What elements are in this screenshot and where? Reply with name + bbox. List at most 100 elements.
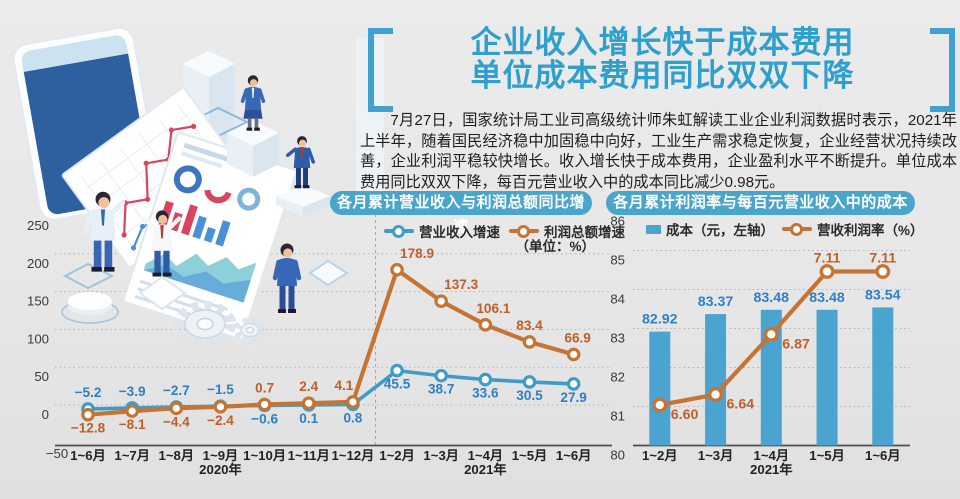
revenue-growth-value-label: 0.1 (299, 411, 318, 426)
profit-growth-value-label: 137.3 (444, 277, 478, 292)
year-label: 2020年 (199, 461, 242, 477)
profit-growth-value-label: 66.9 (564, 330, 591, 345)
gear-large (174, 301, 236, 347)
pillar-woman (227, 120, 279, 177)
x-axis-tick-label: 1~2月 (379, 448, 415, 463)
x-axis-tick-label: 1~5月 (809, 448, 845, 463)
bracket-right-icon (930, 28, 955, 112)
profit-growth-marker (213, 400, 228, 414)
x-axis-tick-label: 1~6月 (865, 448, 901, 463)
left-chart-title: 各月累计营业收入与利润总额同比增速 (330, 191, 592, 235)
cost-per-100-bar (816, 309, 838, 446)
legend-item-revenue-growth: 营业收入增速 (384, 221, 500, 241)
cost-per-100-value-label: 83.48 (809, 290, 845, 306)
y-axis-tick-label: 85 (610, 253, 625, 268)
y-axis-tick-label: 100 (27, 331, 49, 346)
revenue-growth-value-label: 33.6 (472, 386, 499, 401)
revenue-growth-value-label: −1.5 (207, 382, 234, 397)
profit-growth-marker (301, 396, 316, 410)
revenue-growth-value-label: −2.7 (163, 383, 190, 398)
tile-outline-2 (62, 262, 115, 290)
profit-margin-marker (819, 264, 835, 279)
gear-small (233, 317, 267, 343)
cost-per-100-bar (705, 314, 727, 446)
person-woman-on-pillar (240, 75, 266, 131)
y-axis-tick-label: 81 (610, 409, 625, 424)
y-axis-tick-label: 82 (610, 370, 625, 385)
revenue-growth-value-label: −0.6 (251, 411, 278, 426)
profit-growth-marker (125, 404, 139, 418)
y-axis-tick-label: 83 (610, 331, 625, 346)
person-pointing-man (286, 136, 315, 189)
profit-margin-value-label: 7.11 (814, 251, 841, 267)
x-axis-tick-label: 1~6月 (556, 448, 592, 463)
line-marker-icon (509, 224, 539, 238)
line-marker-icon (384, 224, 414, 238)
legend-item-profit-growth: 利润总额增速 (509, 221, 625, 241)
x-axis-tick-label: 1~2月 (642, 448, 678, 463)
y-axis-tick-label: 200 (27, 256, 49, 271)
y-axis-tick-label: 80 (610, 448, 625, 463)
pedestal-pointing-man (276, 185, 330, 216)
x-axis-tick-label: 1~3月 (423, 448, 459, 463)
x-axis-tick-label: 1~4月 (468, 448, 504, 463)
illustration (12, 26, 384, 347)
year-label: 2021年 (750, 461, 793, 477)
x-axis-tick-label: 1~5月 (512, 448, 548, 463)
x-axis-tick-label: 1~7月 (114, 448, 150, 463)
person-man-shirt (83, 191, 126, 272)
page-title-line1: 企业收入增长快于成本费用 (470, 25, 855, 60)
revenue-growth-marker (522, 375, 537, 389)
bar-swatch-icon (646, 225, 661, 234)
profit-growth-marker (566, 347, 581, 362)
y-axis-tick-label: 150 (27, 294, 49, 309)
x-axis-tick-label: 1~8月 (159, 448, 195, 463)
revenue-growth-value-label: 45.5 (384, 377, 411, 392)
diamond-tile-2 (308, 259, 349, 287)
cost-per-100-value-label: 83.54 (865, 287, 901, 303)
profit-growth-marker (346, 395, 360, 409)
profit-margin-value-label: 6.64 (727, 397, 755, 413)
revenue-growth-value-label: 27.9 (560, 390, 587, 405)
profit-growth-value-label: 4.1 (334, 378, 353, 393)
x-axis-tick-label: 1~4月 (754, 448, 790, 463)
revenue-growth-marker (434, 368, 448, 383)
profit-growth-value-label: 2.4 (299, 379, 318, 394)
x-axis-tick-label: 1~3月 (698, 448, 734, 463)
profit-growth-marker (169, 401, 184, 416)
left-chart-legend: 营业收入增速 利润总额增速 (384, 221, 625, 241)
revenue-growth-marker (390, 363, 404, 378)
legend-label: 营业收入增速 (419, 225, 500, 240)
y-axis-tick-label: 0 (42, 407, 49, 422)
legend-label: 成本（元，左轴） (666, 223, 774, 238)
revenue-growth-marker (478, 372, 493, 387)
cost-per-100-value-label: 82.92 (642, 312, 678, 328)
x-axis-tick-label: 1~11月 (288, 448, 330, 463)
revenue-growth-value-label: −5.2 (75, 385, 102, 400)
legend-label: 营收利润率（%） (817, 223, 924, 238)
profit-growth-marker (257, 397, 272, 412)
legend-label: 利润总额增速 (544, 225, 625, 240)
y-axis-tick-label: 86 (610, 214, 625, 229)
diamond-tile (138, 275, 187, 311)
cost-per-100-bar (649, 331, 671, 446)
y-axis-tick-label: −50 (46, 446, 68, 461)
revenue-growth-marker (566, 377, 581, 391)
profit-growth-value-label: −4.4 (163, 414, 190, 429)
profit-growth-marker (434, 294, 448, 309)
button-3d (61, 292, 119, 324)
page-title-line2: 单位成本费用同比双双下降 (470, 58, 855, 93)
year-label: 2021年 (464, 461, 507, 477)
profit-growth-value-label: −2.4 (207, 413, 234, 428)
profit-growth-marker (390, 262, 404, 277)
x-axis-tick-label: 1~12月 (331, 448, 374, 463)
profit-growth-value-label: −8.1 (119, 417, 146, 432)
x-axis-tick-label: 1~6月 (70, 448, 106, 463)
profit-margin-marker (652, 397, 668, 413)
intro-paragraph: 7月27日，国家统计局工业司高级统计师朱虹解读工业企业利润数据时表示，2021年… (360, 112, 957, 191)
person-arms-out-man (142, 210, 182, 277)
profit-growth-line (85, 267, 576, 417)
revenue-growth-value-label: 30.5 (516, 388, 543, 403)
